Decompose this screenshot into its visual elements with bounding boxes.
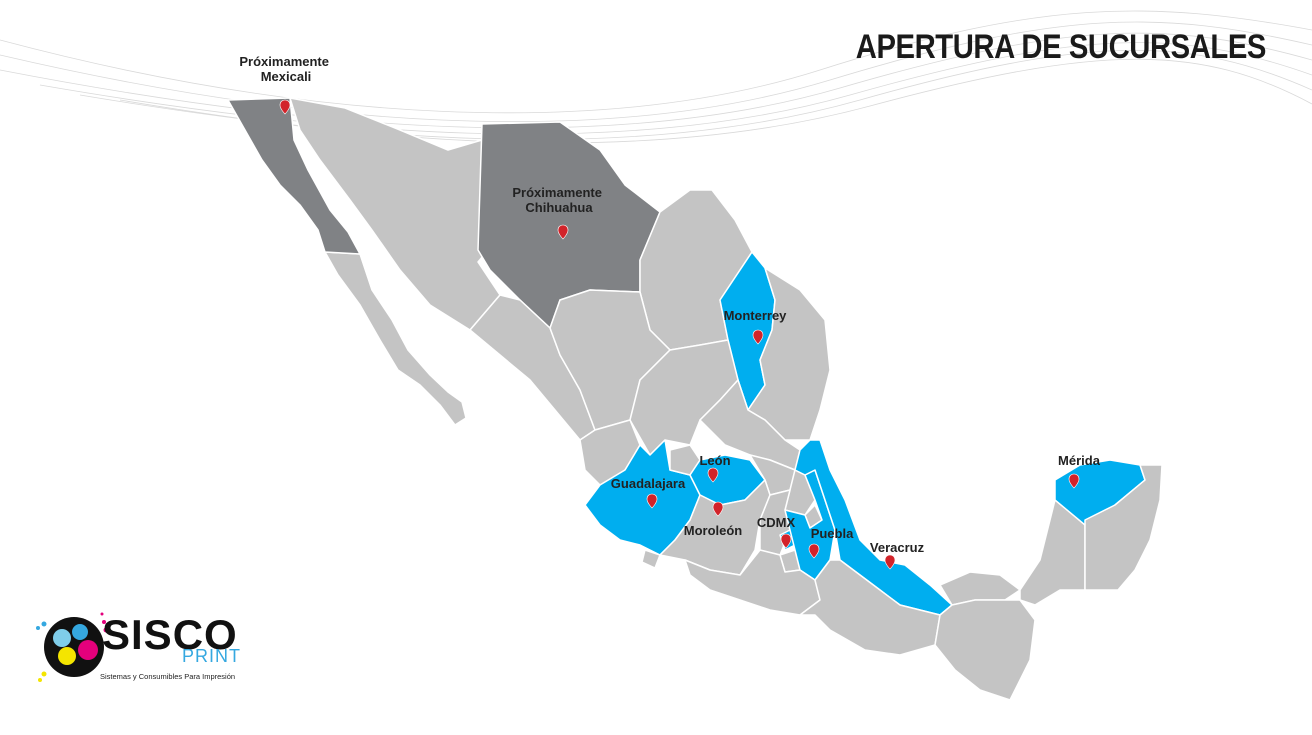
marker-pin-icon[interactable] xyxy=(557,224,569,240)
label-cdmx: CDMX xyxy=(757,515,796,530)
marker-pin-icon[interactable] xyxy=(808,543,820,559)
branch-labels: Próximamente Mexicali Próximamente Chihu… xyxy=(239,54,1100,555)
label-leon: León xyxy=(699,453,730,468)
state-zacatecas xyxy=(629,339,739,456)
state-quintana-roo xyxy=(1084,464,1163,591)
page-title: APERTURA DE SUCURSALES xyxy=(855,28,1267,66)
label-monterrey: Monterrey xyxy=(724,308,788,323)
branch-markers xyxy=(279,99,1080,570)
label-chihuahua: Próximamente Chihuahua xyxy=(512,185,605,215)
state-baja-california xyxy=(227,97,361,255)
marker-pin-icon[interactable] xyxy=(1068,473,1080,489)
state-colima xyxy=(641,549,661,569)
label-veracruz: Veracruz xyxy=(870,540,925,555)
label-puebla: Puebla xyxy=(811,526,854,541)
marker-pin-icon[interactable] xyxy=(780,533,792,549)
logo-subtitle: PRINT xyxy=(182,646,241,666)
marker-pin-icon[interactable] xyxy=(752,329,764,345)
marker-pin-icon[interactable] xyxy=(646,493,658,509)
label-merida: Mérida xyxy=(1058,453,1101,468)
state-baja-california-sur xyxy=(324,251,467,426)
logo-tagline: Sistemas y Consumibles Para Impresión xyxy=(100,672,236,681)
marker-pin-icon[interactable] xyxy=(707,467,719,483)
states-layer xyxy=(227,97,1163,701)
logo-wordmark: SISCO xyxy=(102,611,238,658)
marker-pin-icon[interactable] xyxy=(884,554,896,570)
marker-pin-icon[interactable] xyxy=(712,501,724,517)
label-moroleon: Moroleón xyxy=(684,523,743,538)
logo-circles-icon xyxy=(36,612,109,682)
state-chiapas xyxy=(934,599,1036,701)
sisco-print-logo: SISCO PRINT Sistemas y Consumibles Para … xyxy=(30,600,260,690)
marker-pin-icon[interactable] xyxy=(279,99,291,115)
label-mexicali: Próximamente Mexicali xyxy=(239,54,332,84)
label-guadalajara: Guadalajara xyxy=(611,476,686,491)
